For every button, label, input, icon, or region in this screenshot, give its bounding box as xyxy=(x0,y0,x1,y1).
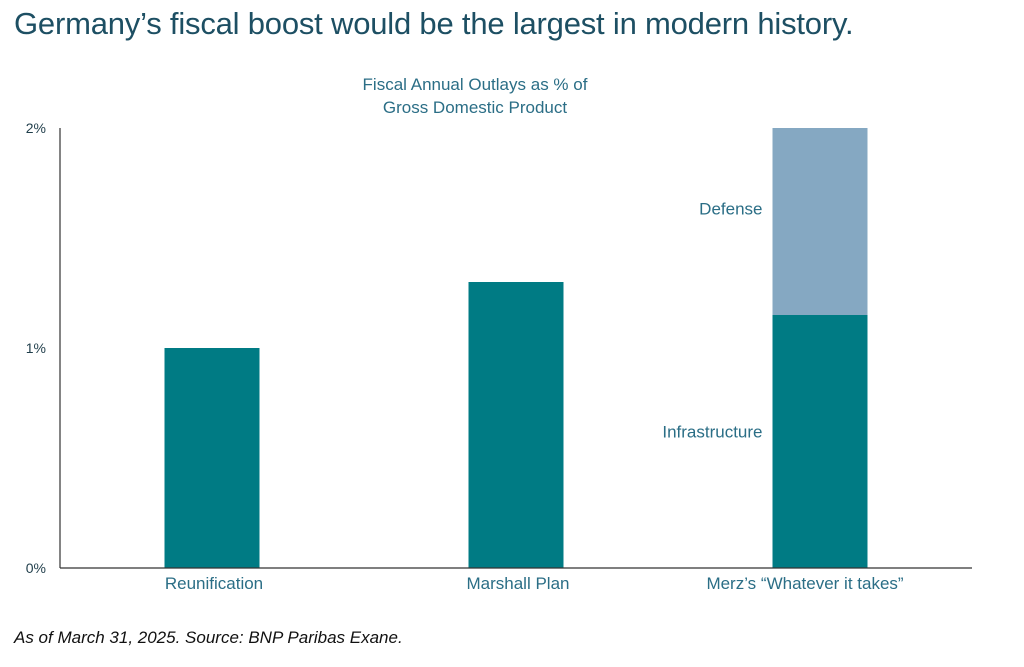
bar-infrastructure-0 xyxy=(164,348,260,568)
category-label: Merz’s “Whatever it takes” xyxy=(706,574,903,593)
y-tick-label: 2% xyxy=(26,120,46,136)
y-tick-label: 0% xyxy=(26,560,46,576)
axes xyxy=(59,128,972,569)
category-label: Marshall Plan xyxy=(467,574,570,593)
category-labels: Reunification Marshall Plan Merz’s “Whatev… xyxy=(165,574,904,593)
source-footnote: As of March 31, 2025. Source: BNP Pariba… xyxy=(14,628,403,647)
bar-infrastructure-2 xyxy=(772,315,868,568)
y-tick-labels: 0% 1% 2% xyxy=(26,120,46,576)
bars xyxy=(164,128,868,568)
chart-title-line: Fiscal Annual Outlays as % of xyxy=(363,75,588,94)
segment-label-defense: Defense xyxy=(699,199,762,218)
segment-label-infrastructure: Infrastructure xyxy=(662,422,762,441)
segment-labels: Infrastructure Defense xyxy=(662,199,762,441)
y-tick-label: 1% xyxy=(26,340,46,356)
bar-defense-2 xyxy=(772,128,868,315)
chart-title: Fiscal Annual Outlays as % of Gross Domes… xyxy=(363,75,588,117)
page-headline: Germany’s fiscal boost would be the larg… xyxy=(14,6,854,41)
category-label: Reunification xyxy=(165,574,263,593)
bar-infrastructure-1 xyxy=(468,282,564,568)
chart-title-line: Gross Domestic Product xyxy=(383,98,567,117)
